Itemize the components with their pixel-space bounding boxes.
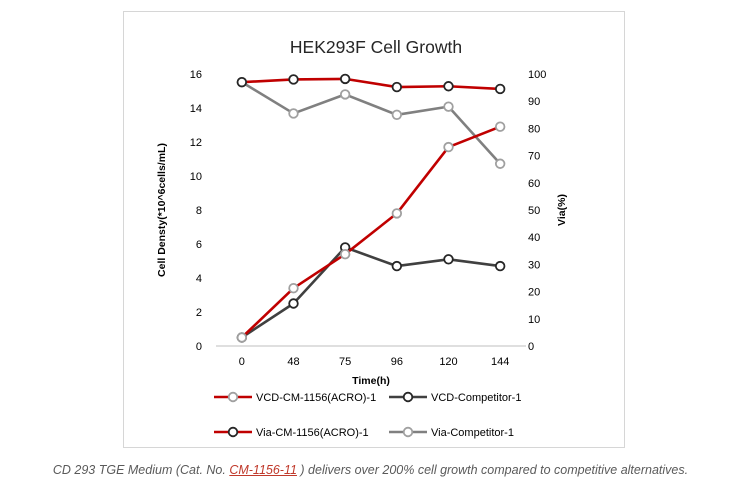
y2-tick-label: 50 bbox=[528, 205, 540, 217]
data-point bbox=[236, 76, 248, 88]
data-point bbox=[339, 89, 351, 100]
data-point bbox=[391, 260, 403, 272]
y2-tick-label: 10 bbox=[528, 314, 540, 326]
x-tick-label: 0 bbox=[239, 356, 245, 368]
y2-tick-label: 30 bbox=[528, 259, 540, 271]
series-line bbox=[241, 77, 501, 91]
y2-axis-label: Via(%) bbox=[556, 194, 568, 226]
data-point bbox=[494, 83, 506, 95]
y-axis-label: Cell Densty(*10^6cells/mL) bbox=[156, 143, 168, 277]
x-tick-label: 75 bbox=[339, 356, 351, 368]
legend-label: Via-Competitor-1 bbox=[431, 427, 514, 439]
y-tick-label: 12 bbox=[190, 137, 202, 149]
legend-marker bbox=[402, 391, 414, 403]
data-point bbox=[288, 298, 299, 309]
data-point bbox=[236, 332, 248, 343]
data-point bbox=[288, 108, 299, 119]
legend-label: VCD-Competitor-1 bbox=[431, 392, 521, 404]
axes: 0 2 4 6 8 10 12 14 16 0 10 20 30 40 50 60 70 80 90 100 0 48 75… bbox=[190, 69, 547, 368]
data-point bbox=[494, 158, 506, 169]
data-point bbox=[494, 121, 506, 132]
x-tick-label: 144 bbox=[491, 356, 509, 368]
data-point bbox=[443, 254, 454, 265]
y-tick-label: 8 bbox=[196, 205, 202, 217]
y-tick-label: 4 bbox=[196, 273, 202, 285]
y2-tick-label: 60 bbox=[528, 178, 540, 190]
y2-tick-label: 20 bbox=[528, 287, 540, 299]
y-tick-label: 14 bbox=[190, 103, 202, 115]
y-tick-label: 6 bbox=[196, 239, 202, 251]
y2-tick-label: 100 bbox=[528, 69, 546, 81]
caption: CD 293 TGE Medium (Cat. No. CM-1156-11 )… bbox=[0, 463, 741, 477]
product-link[interactable]: CM-1156-11 bbox=[229, 463, 297, 477]
data-point bbox=[288, 74, 299, 85]
y2-tick-label: 70 bbox=[528, 151, 540, 163]
growth-chart: HEK293F Cell Growth 0 2 4 6 8 10 12 14 16 0 10 20 30… bbox=[156, 37, 568, 439]
legend-label: Via-CM-1156(ACRO)-1 bbox=[256, 427, 369, 439]
y2-tick-label: 40 bbox=[528, 232, 540, 244]
legend-marker bbox=[227, 426, 239, 438]
data-point bbox=[494, 260, 506, 272]
y-tick-label: 0 bbox=[196, 341, 202, 353]
caption-text-before: CD 293 TGE Medium (Cat. No. bbox=[52, 463, 230, 477]
data-point bbox=[391, 208, 403, 219]
x-tick-label: 48 bbox=[287, 356, 299, 368]
series-line bbox=[241, 246, 501, 339]
data-point bbox=[288, 283, 299, 294]
data-point bbox=[339, 248, 351, 260]
series-layer bbox=[236, 73, 506, 343]
y2-tick-label: 90 bbox=[528, 96, 540, 108]
data-point bbox=[443, 101, 454, 112]
x-tick-label: 96 bbox=[391, 356, 403, 368]
y2-tick-label: 0 bbox=[528, 341, 534, 353]
data-point bbox=[391, 81, 403, 93]
legend-label: VCD-CM-1156(ACRO)-1 bbox=[256, 392, 376, 404]
series-line bbox=[240, 125, 501, 339]
legend-marker bbox=[227, 391, 239, 403]
x-tick-label: 120 bbox=[439, 356, 457, 368]
caption-text-after: ) delivers over 200% cell growth compare… bbox=[296, 463, 689, 477]
y-tick-label: 16 bbox=[190, 69, 202, 81]
y2-tick-label: 80 bbox=[528, 123, 540, 135]
data-point bbox=[443, 141, 454, 153]
legend: VCD-CM-1156(ACRO)-1 VCD-Competitor-1 Via-C… bbox=[214, 391, 521, 439]
y-tick-label: 2 bbox=[196, 307, 202, 319]
chart-title: HEK293F Cell Growth bbox=[290, 37, 462, 57]
data-point bbox=[391, 109, 403, 121]
chart-frame: HEK293F Cell Growth 0 2 4 6 8 10 12 14 16 0 10 20 30… bbox=[123, 11, 625, 448]
x-axis-label: Time(h) bbox=[352, 375, 390, 387]
data-point bbox=[339, 73, 351, 85]
series-line bbox=[241, 81, 502, 165]
legend-marker bbox=[402, 426, 414, 438]
data-point bbox=[443, 81, 454, 92]
y-tick-label: 10 bbox=[190, 171, 202, 183]
